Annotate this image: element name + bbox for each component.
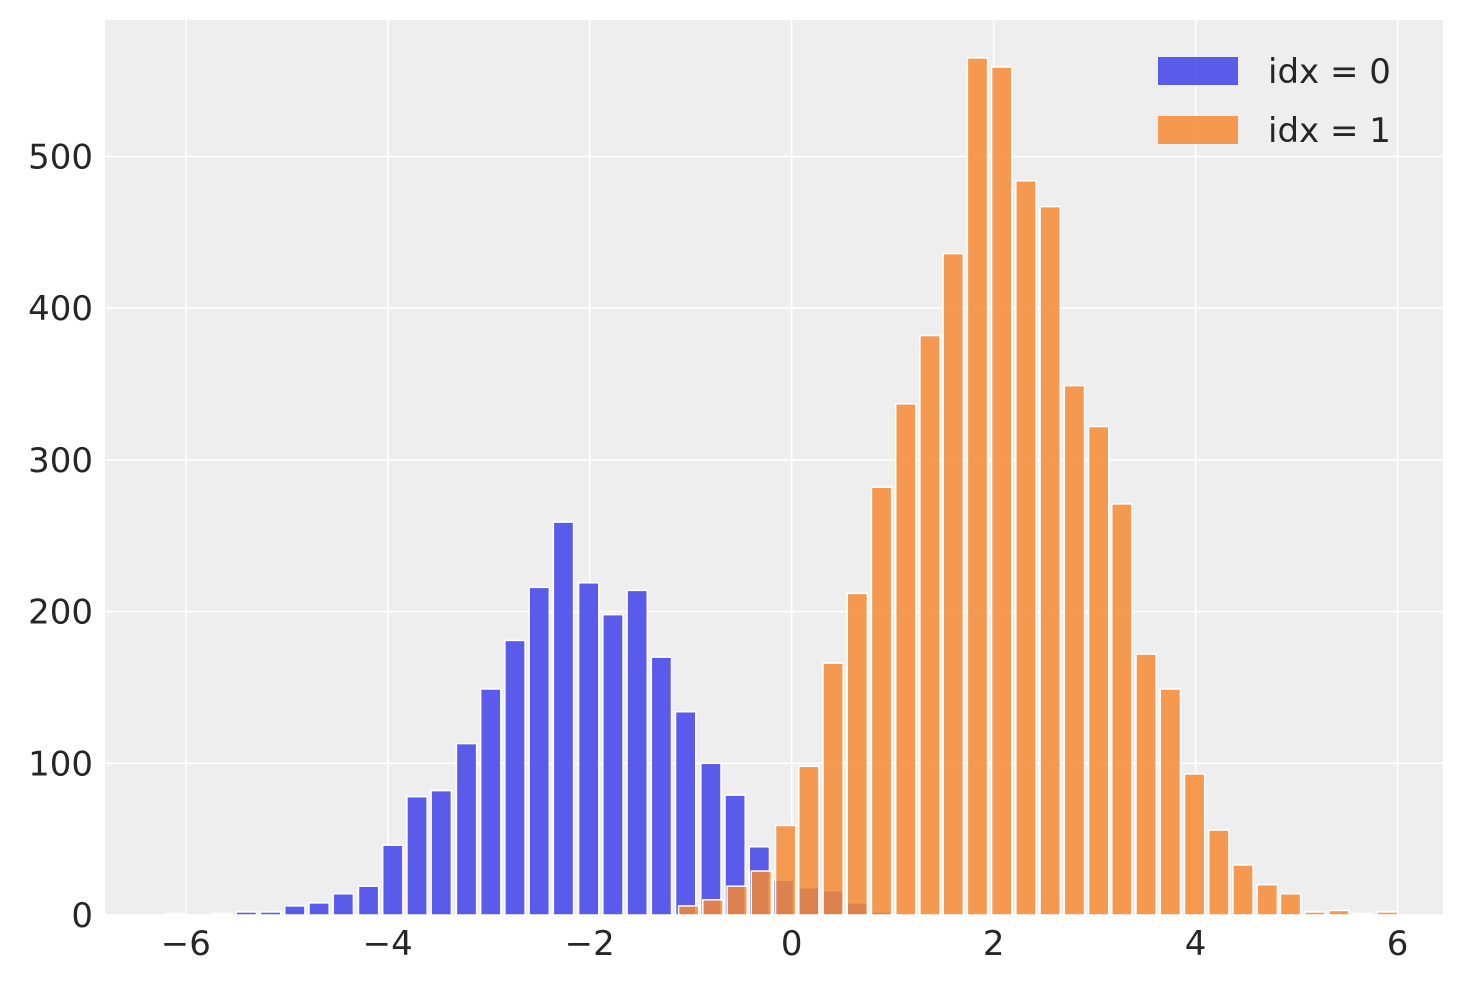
histogram-bar xyxy=(700,762,722,916)
histogram-bar xyxy=(283,905,306,916)
histogram-bar xyxy=(1207,829,1230,916)
x-tick-label: −4 xyxy=(363,924,413,964)
y-tick-label: 300 xyxy=(28,441,93,481)
y-axis-ticks: 0 100 200 300 400 500 xyxy=(28,138,93,936)
histogram-bar xyxy=(1303,911,1326,916)
histogram-bar xyxy=(626,589,649,916)
histogram-bar xyxy=(479,688,502,916)
series-1 xyxy=(677,57,1399,916)
y-tick-label: 500 xyxy=(28,138,93,178)
x-tick-label: 4 xyxy=(1185,924,1207,964)
histogram-bar xyxy=(455,742,478,916)
histogram-bar xyxy=(966,57,989,916)
x-tick-label: −2 xyxy=(565,924,615,964)
histogram-bar xyxy=(674,710,697,916)
histogram-bar xyxy=(259,911,282,916)
y-tick-label: 400 xyxy=(28,289,93,329)
histogram-bar xyxy=(1232,864,1254,916)
histogram-bar xyxy=(1039,205,1062,916)
histogram-bar xyxy=(797,765,820,916)
y-tick-label: 200 xyxy=(28,593,93,633)
histogram-bar xyxy=(650,656,673,916)
histogram-bar xyxy=(1159,688,1182,916)
histogram-bar xyxy=(919,334,941,916)
x-tick-label: 6 xyxy=(1387,924,1409,964)
histogram-bar xyxy=(750,870,773,916)
histogram-bar xyxy=(726,885,748,916)
histogram-bar xyxy=(235,911,258,916)
legend: idx = 0 idx = 1 xyxy=(1158,52,1391,151)
histogram-bar xyxy=(602,613,624,916)
histogram-bar xyxy=(990,66,1013,916)
histogram-bar xyxy=(1111,503,1133,916)
histogram-bar xyxy=(1135,653,1157,916)
histogram-bar xyxy=(381,844,404,916)
x-tick-label: 0 xyxy=(781,924,803,964)
x-axis-ticks: −6 −4 −2 0 2 4 6 xyxy=(161,924,1409,964)
histogram-bar xyxy=(846,592,869,916)
histogram-bar xyxy=(504,639,526,916)
histogram-bar xyxy=(822,662,844,916)
histogram-bar xyxy=(774,824,797,916)
histogram-bar xyxy=(1015,180,1037,916)
histogram-bar xyxy=(702,899,724,916)
histogram-bar xyxy=(357,885,380,916)
histogram-bar xyxy=(1279,893,1302,916)
histogram-bar xyxy=(1328,909,1350,916)
histogram-bar xyxy=(1063,384,1086,916)
histogram-bar xyxy=(894,403,917,916)
histogram-bar xyxy=(1183,773,1206,916)
legend-label: idx = 0 xyxy=(1268,52,1391,92)
legend-swatch xyxy=(1158,116,1238,144)
legend-label: idx = 1 xyxy=(1268,111,1391,151)
histogram-bar xyxy=(1376,911,1399,916)
histogram-bar xyxy=(528,586,551,916)
y-tick-label: 0 xyxy=(71,896,93,936)
histogram-bar xyxy=(577,582,600,916)
histogram-bar xyxy=(1087,425,1110,916)
histogram-bar xyxy=(870,486,893,916)
histogram-bar xyxy=(552,521,575,916)
bars xyxy=(164,57,1399,916)
series-0 xyxy=(164,521,893,916)
legend-swatch xyxy=(1158,57,1238,85)
histogram-bar xyxy=(211,912,233,916)
histogram-bar xyxy=(1352,912,1375,916)
histogram-bar xyxy=(677,905,700,916)
x-tick-label: −6 xyxy=(161,924,211,964)
histogram-bar xyxy=(406,795,428,916)
plot-background xyxy=(105,20,1443,915)
histogram-bar xyxy=(942,252,965,916)
histogram-bar xyxy=(332,893,355,916)
histogram-bar xyxy=(164,912,187,916)
x-tick-label: 2 xyxy=(983,924,1005,964)
y-tick-label: 100 xyxy=(28,744,93,784)
histogram-bar xyxy=(430,789,453,916)
histogram-bar xyxy=(1256,883,1279,916)
histogram-bar xyxy=(308,902,330,916)
